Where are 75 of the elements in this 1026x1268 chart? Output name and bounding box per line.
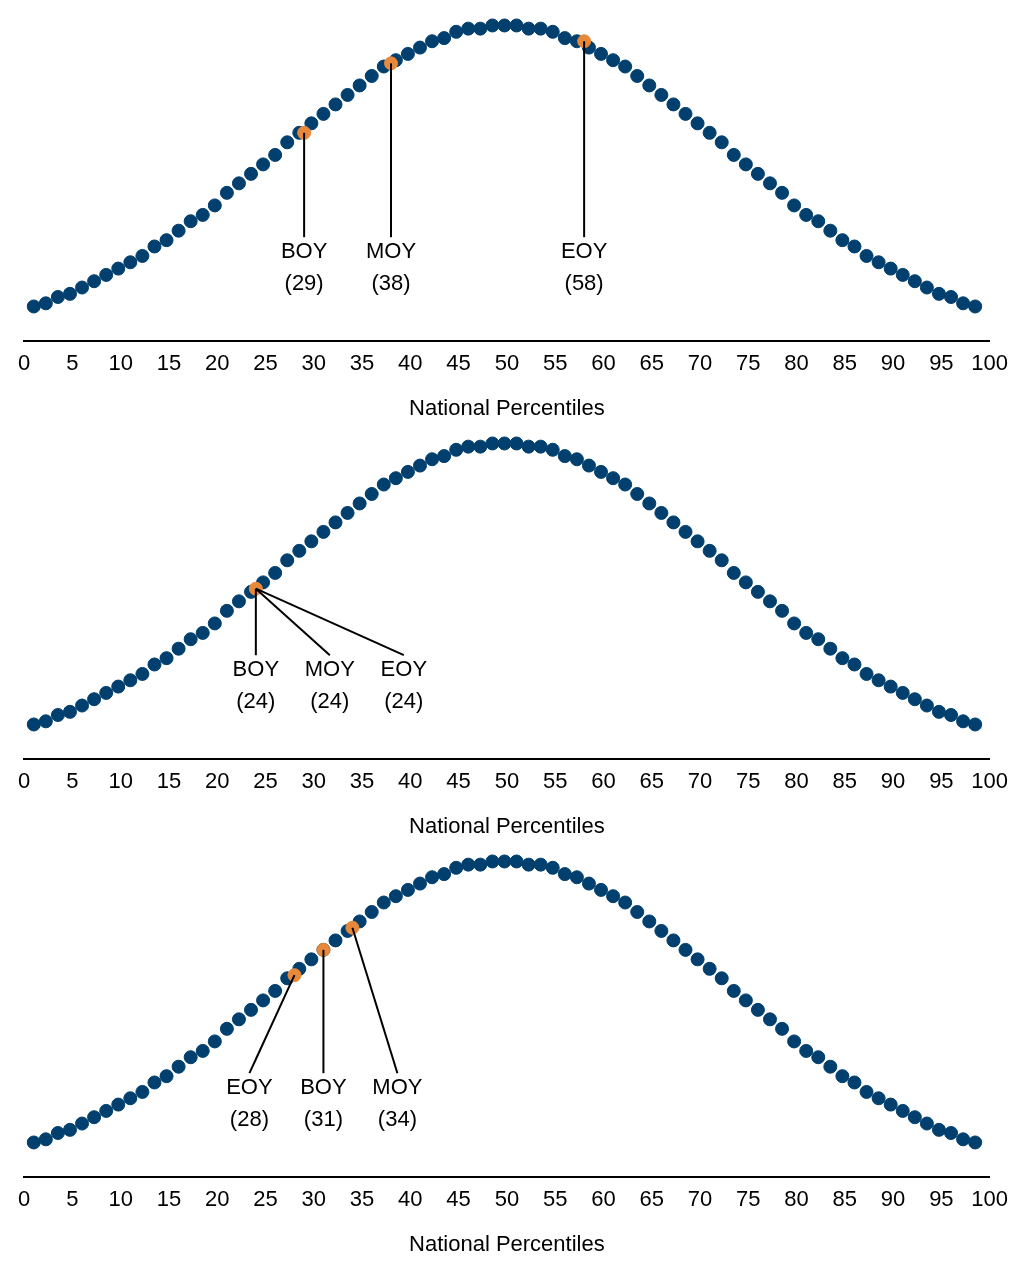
x-tick-label: 70 (687, 768, 713, 794)
annotation: BOY (29) (280, 238, 328, 296)
x-tick-label: 50 (494, 350, 520, 376)
x-tick-label: 55 (542, 1186, 568, 1212)
annotation: MOY (38) (365, 238, 417, 296)
x-tick-label: 85 (832, 1186, 858, 1212)
x-tick-label: 100 (971, 1186, 1009, 1212)
x-tick-label: 70 (687, 350, 713, 376)
x-tick-label: 60 (591, 350, 616, 376)
x-tick-label: 90 (880, 1186, 906, 1212)
x-tick-label: 95 (929, 768, 954, 794)
x-tick-label: 30 (301, 350, 327, 376)
x-tick-label: 20 (204, 1186, 230, 1212)
x-tick-label: 75 (736, 1186, 761, 1212)
x-tick-label: 30 (301, 768, 327, 794)
x-tick-label: 20 (204, 350, 230, 376)
annotation: EOY (28) (226, 1074, 273, 1132)
x-axis-title: National Percentiles (409, 1230, 605, 1256)
annotation: EOY (24) (380, 656, 428, 714)
x-tick-label: 0 (17, 768, 31, 794)
x-tick-label: 40 (398, 1186, 423, 1212)
x-tick-label: 10 (108, 350, 133, 376)
x-tick-label: 5 (66, 1186, 79, 1212)
x-tick-label: 40 (398, 350, 423, 376)
x-tick-label: 0 (17, 350, 31, 376)
x-tick-label: 80 (784, 768, 809, 794)
x-tick-label: 15 (156, 350, 182, 376)
x-tick-label: 15 (156, 768, 182, 794)
x-tick-label: 60 (591, 768, 616, 794)
x-tick-label: 20 (204, 768, 230, 794)
annotation: MOY (34) (372, 1074, 423, 1132)
x-tick-label: 90 (880, 768, 906, 794)
x-tick-label: 45 (446, 350, 471, 376)
x-tick-label: 65 (639, 350, 664, 376)
x-tick-label: 80 (784, 1186, 809, 1212)
x-tick-label: 75 (736, 768, 761, 794)
x-tick-label: 60 (591, 1186, 616, 1212)
x-axis-title: National Percentiles (409, 812, 605, 838)
x-tick-label: 45 (446, 768, 471, 794)
x-tick-label: 25 (253, 350, 278, 376)
x-tick-label: 70 (687, 1186, 713, 1212)
x-tick-label: 95 (929, 1186, 954, 1212)
x-tick-label: 35 (349, 768, 375, 794)
x-tick-label: 25 (253, 768, 278, 794)
annotation: BOY (31) (300, 1074, 347, 1132)
x-tick-label: 10 (108, 768, 133, 794)
annotation: EOY (58) (560, 238, 608, 296)
x-tick-label: 100 (971, 768, 1009, 794)
x-tick-label: 65 (639, 768, 664, 794)
x-tick-label: 50 (494, 1186, 520, 1212)
x-tick-label: 0 (17, 1186, 31, 1212)
x-tick-label: 85 (832, 768, 858, 794)
x-tick-label: 65 (639, 1186, 664, 1212)
x-tick-label: 55 (542, 350, 568, 376)
x-tick-label: 75 (736, 350, 761, 376)
x-tick-label: 5 (66, 350, 79, 376)
x-tick-label: 85 (832, 350, 858, 376)
x-tick-label: 30 (301, 1186, 327, 1212)
x-tick-label: 95 (929, 350, 954, 376)
x-tick-label: 25 (253, 1186, 278, 1212)
x-tick-label: 80 (784, 350, 809, 376)
x-tick-label: 35 (349, 350, 375, 376)
x-tick-label: 100 (971, 350, 1009, 376)
x-tick-label: 50 (494, 768, 520, 794)
x-tick-label: 35 (349, 1186, 375, 1212)
x-tick-label: 10 (108, 1186, 133, 1212)
x-tick-label: 40 (398, 768, 423, 794)
x-tick-label: 45 (446, 1186, 471, 1212)
x-tick-label: 90 (880, 350, 906, 376)
x-tick-label: 15 (156, 1186, 182, 1212)
x-axis-title: National Percentiles (409, 394, 605, 420)
annotation: BOY (24) (232, 656, 280, 714)
annotation: MOY (24) (304, 656, 356, 714)
x-tick-label: 5 (66, 768, 79, 794)
x-tick-label: 55 (542, 768, 568, 794)
